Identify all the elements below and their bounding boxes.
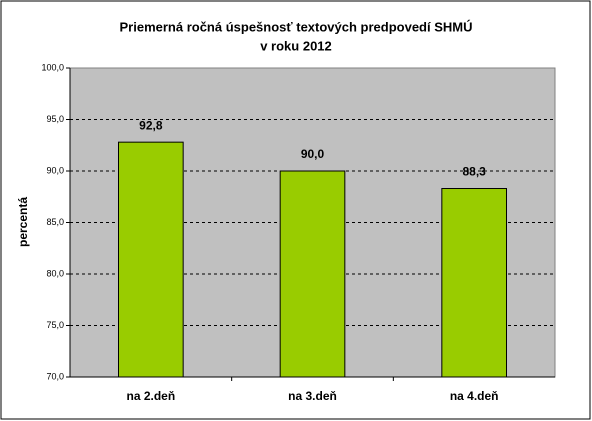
y-tick-label: 85,0 — [46, 217, 64, 227]
chart-title: Priemerná ročná úspešnosť textových pred… — [120, 19, 473, 34]
bar — [118, 141, 184, 378]
bar — [441, 188, 508, 378]
value-label: 90,0 — [301, 147, 325, 161]
y-tick-label: 70,0 — [46, 371, 64, 381]
y-tick-label: 75,0 — [46, 320, 64, 330]
value-label: 88,3 — [462, 165, 486, 179]
x-tick-label: na 3.deň — [288, 389, 337, 403]
x-tick-label: na 2.deň — [126, 389, 175, 403]
y-tick-label: 100,0 — [41, 62, 64, 72]
chart-title: v roku 2012 — [260, 38, 332, 53]
y-tick-label: 80,0 — [46, 268, 64, 278]
y-tick-label: 95,0 — [46, 114, 64, 124]
bar — [279, 170, 346, 378]
y-axis-label: percentá — [16, 197, 30, 247]
x-tick-label: na 4.deň — [450, 389, 499, 403]
value-label: 92,8 — [139, 118, 163, 132]
y-tick-label: 90,0 — [46, 165, 64, 175]
